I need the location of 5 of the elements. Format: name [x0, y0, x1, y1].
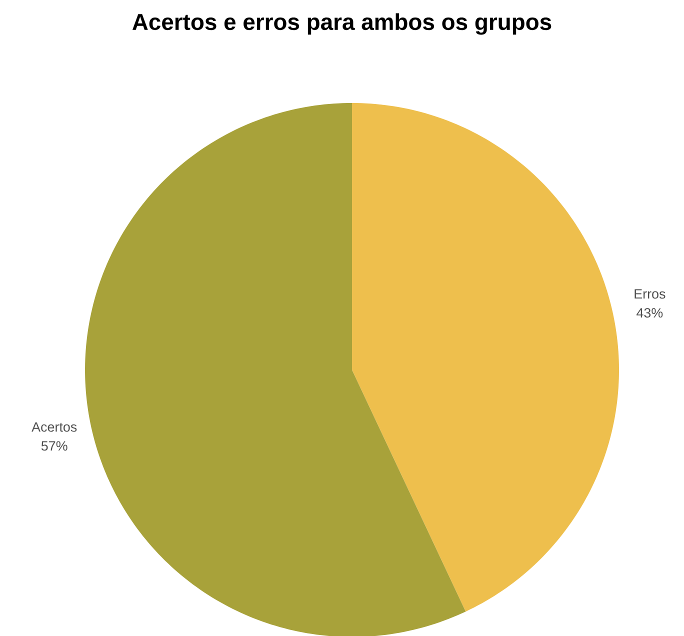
- data-label: 57%: [41, 441, 68, 451]
- chart-title: Acertos e erros para ambos os grupos: [132, 13, 552, 35]
- slice-label: Acertos: [32, 422, 77, 432]
- data-label: 43%: [636, 308, 663, 318]
- slice-label: Erros: [634, 289, 666, 299]
